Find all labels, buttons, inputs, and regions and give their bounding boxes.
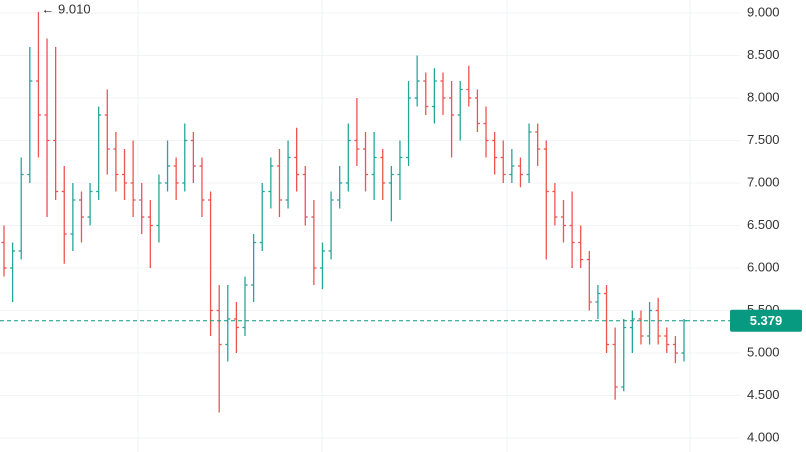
y-tick-label: 5.000 [747, 344, 780, 359]
y-tick-label: 7.000 [747, 174, 780, 189]
y-tick-label: 4.500 [747, 387, 780, 402]
y-tick-label: 9.000 [747, 4, 780, 19]
last-price-label: 5.379 [750, 313, 783, 328]
y-tick-label: 7.500 [747, 132, 780, 147]
last-price-box [730, 309, 802, 332]
high-annotation: ← 9.010 [41, 2, 90, 17]
y-tick-label: 6.500 [747, 217, 780, 232]
y-tick-label: 6.000 [747, 259, 780, 274]
y-tick-label: 8.000 [747, 89, 780, 104]
y-tick-label: 8.500 [747, 47, 780, 62]
y-tick-label: 4.000 [747, 429, 780, 444]
